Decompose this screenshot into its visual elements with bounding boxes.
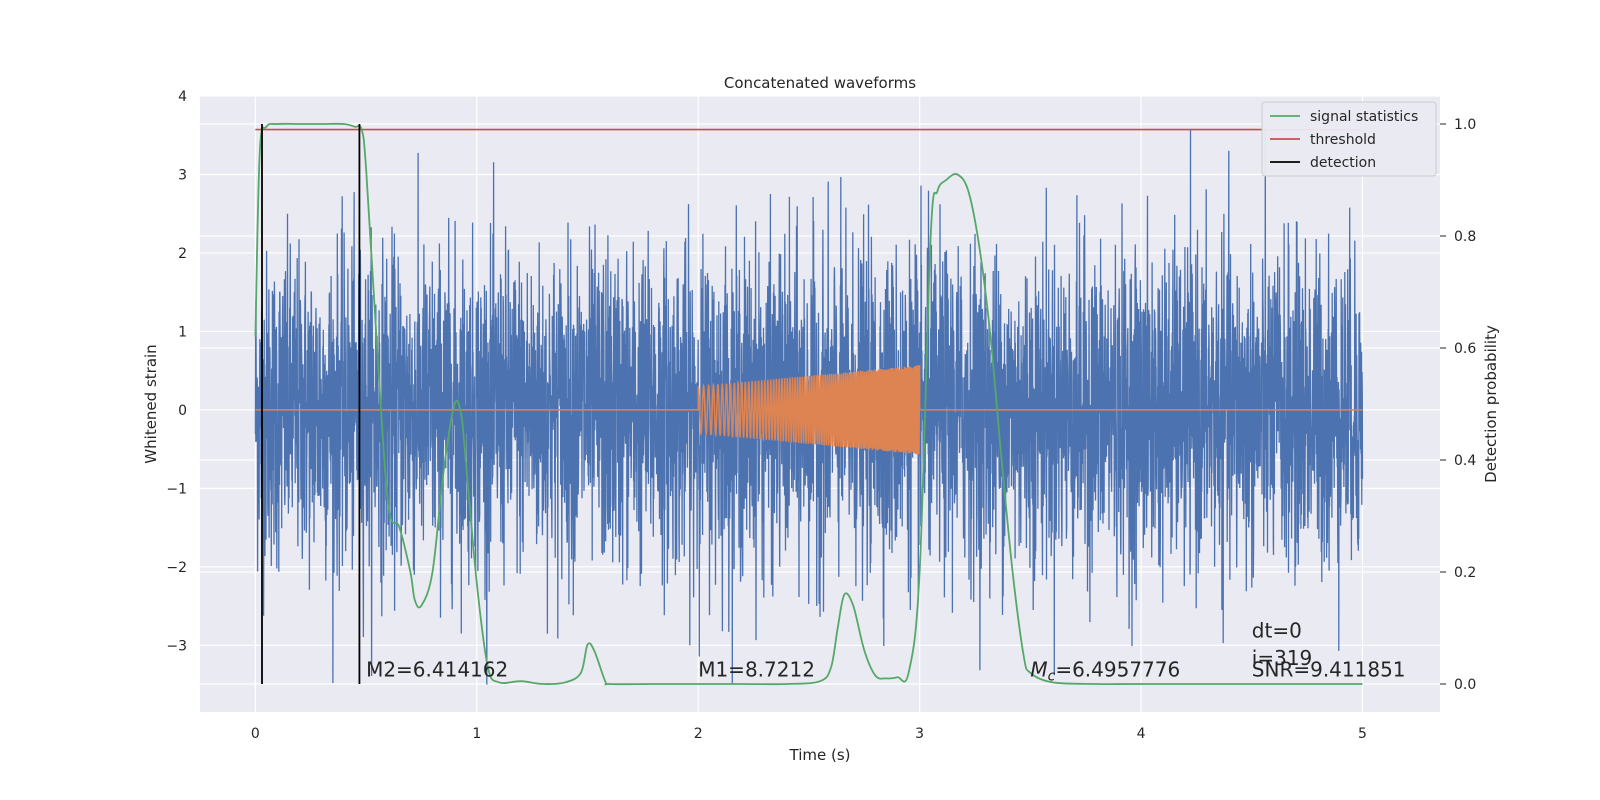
y-axis-label: Whitened strain <box>142 344 160 463</box>
y2-tick-label: 0.4 <box>1454 453 1476 469</box>
annotations: M2=6.414162 M1=8.7212 Mc=6.4957776 dt=0 i=31… <box>366 618 1405 684</box>
y-tick-label: −1 <box>166 481 187 497</box>
x-tick-label: 1 <box>472 726 481 742</box>
y2-tick-label: 0.8 <box>1454 229 1476 245</box>
data-layer <box>254 122 1364 686</box>
y2-tick-label: 0.0 <box>1454 677 1476 693</box>
annotation-text: M1=8.7212 <box>698 658 815 682</box>
legend-label-threshold: threshold <box>1310 132 1376 148</box>
y2-tick-label: 0.2 <box>1454 565 1476 581</box>
legend-label-detection: detection <box>1310 155 1376 171</box>
y-tick-label: −2 <box>166 560 187 576</box>
x-tick-label: 2 <box>694 726 703 742</box>
annotation-text: SNR=9.411851 <box>1252 658 1406 682</box>
y-tick-label: 0 <box>178 403 187 419</box>
chart-title: Concatenated waveforms <box>724 74 916 92</box>
ticks: 0 1 2 3 4 5 −3 −2 −1 0 1 2 3 4 0.0 0.2 0.4 0.6 0.8 1.0 <box>166 89 1476 742</box>
annotation-text: M2=6.414162 <box>366 658 508 682</box>
x-tick-label: 3 <box>915 726 924 742</box>
y2-tick-label: 0.6 <box>1454 341 1476 357</box>
legend-label-signal: signal statistics <box>1310 109 1418 125</box>
y-tick-label: 1 <box>178 324 187 340</box>
signal-statistics-series <box>254 122 1363 686</box>
annotation-text: i=319 <box>1252 646 1313 670</box>
annotation-text: Mc=6.4957776 <box>1030 658 1180 685</box>
x-tick-label: 4 <box>1137 726 1146 742</box>
y-tick-label: 4 <box>178 89 187 105</box>
y-tick-label: −3 <box>166 638 187 654</box>
annotation-text: dt=0 <box>1252 618 1302 642</box>
x-tick-label: 5 <box>1358 726 1367 742</box>
legend: signal statistics threshold detection <box>1261 101 1437 177</box>
x-axis-label: Time (s) <box>789 746 851 764</box>
y-tick-label: 2 <box>178 246 187 262</box>
y2-tick-label: 1.0 <box>1454 117 1476 133</box>
y2-axis-label: Detection probability <box>1482 325 1500 483</box>
waveform-series <box>255 365 1363 455</box>
x-tick-label: 0 <box>251 726 260 742</box>
y-tick-label: 3 <box>178 167 187 183</box>
legend-box <box>1261 101 1437 177</box>
